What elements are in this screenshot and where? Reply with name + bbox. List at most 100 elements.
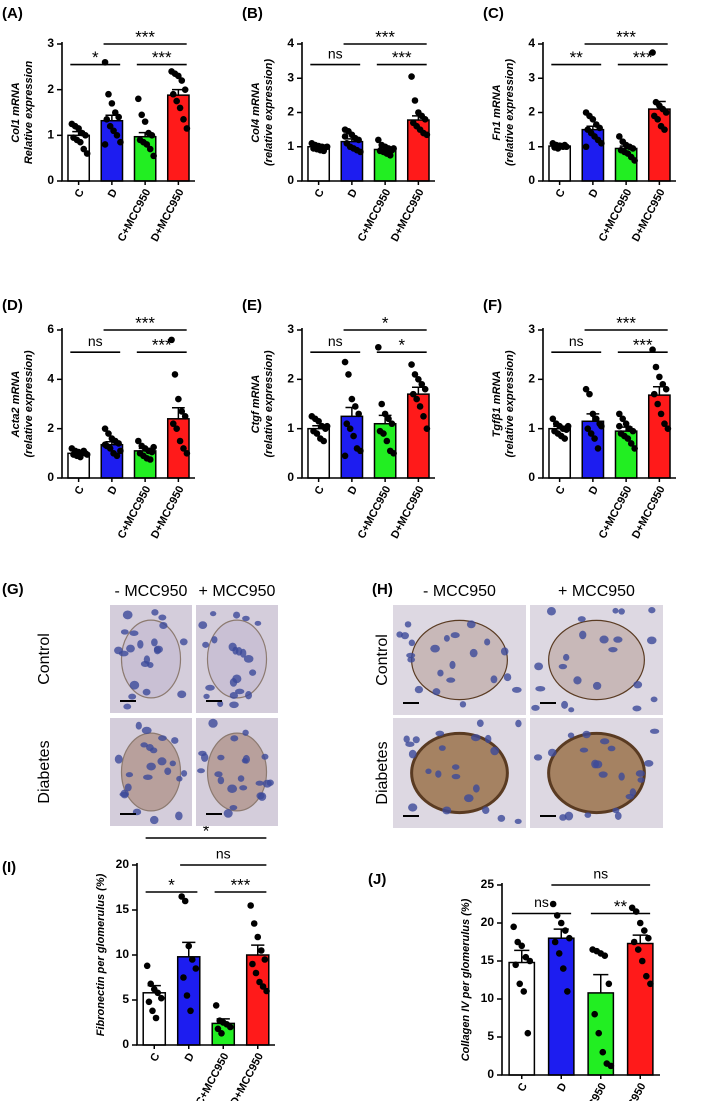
y-axis-label: Tgfβ1 mRNA [491,371,503,438]
significance-label: *** [633,336,653,355]
nucleus [176,775,183,782]
data-point [423,131,431,139]
data-point [551,938,559,946]
nucleus [217,776,225,785]
data-point [591,435,598,442]
nucleus [202,641,210,648]
x-tick-label: C+MCC950 [597,484,635,541]
nucleus [476,719,484,728]
data-point [101,441,109,449]
data-point [145,998,153,1006]
y-axis-label: Ctgf mRNA [250,375,262,434]
nucleus [646,636,657,645]
y-tick-label: 3 [287,322,294,336]
data-point [183,450,191,457]
data-point [591,1010,598,1018]
data-point [218,1030,225,1037]
nucleus [217,700,224,707]
panel-label: (F) [483,297,502,314]
data-point [582,385,590,393]
data-point [388,420,396,428]
nucleus [203,693,210,699]
data-point [80,145,88,153]
data-point [152,1014,160,1022]
nucleus [137,639,144,649]
data-point [169,90,177,98]
error-bar [171,406,185,419]
data-point [619,415,627,423]
data-point [261,956,269,963]
nucleus [459,701,467,708]
data-point [188,956,196,963]
nucleus [466,620,476,629]
nucleus [599,738,610,745]
x-tick-label: D [106,484,120,497]
data-point [178,893,185,900]
data-point [643,972,650,980]
nucleus [613,636,623,643]
panel-label: (A) [2,5,23,22]
nucleus [564,811,574,821]
data-point [616,410,623,418]
data-point [652,363,660,371]
micrograph [393,718,526,828]
data-point [138,111,146,119]
nucleus [446,677,456,683]
data-point [101,425,109,432]
axes [301,328,435,479]
data-point [549,415,557,423]
x-tick-label: C+MCC950 [571,1081,609,1101]
data-point [214,1025,222,1033]
axes [136,863,275,1046]
data-point [561,141,569,149]
nucleus [123,703,132,710]
x-tick-label: C+MCC950 [356,187,394,244]
nucleus [650,696,658,703]
nucleus [234,688,245,695]
nucleus [243,655,254,663]
y-axis-label: (relative expression) [263,350,275,457]
nucleus [558,663,568,670]
nucleus [257,792,267,801]
data-point [631,445,638,452]
nucleus [484,734,492,744]
nucleus [135,721,142,730]
y-tick-label: 2 [47,421,54,435]
nucleus [179,638,188,646]
data-point [390,450,397,457]
data-point [584,425,592,432]
data-point [346,425,354,432]
bar [548,145,572,182]
nucleus [400,632,409,640]
nucleus [407,656,416,663]
data-point [561,927,569,934]
significance-label: *** [375,27,395,46]
data-point [143,962,151,970]
nucleus [239,785,248,791]
y-tick-label: 10 [116,947,130,961]
data-point [117,138,124,146]
data-point [607,1062,615,1070]
x-tick-label: C [313,187,327,200]
error-bar [514,949,530,963]
nucleus [208,718,218,728]
data-point [154,989,162,997]
data-point [557,919,565,927]
nucleus [546,607,556,616]
nucleus [425,768,432,775]
x-tick-label: D [106,187,120,200]
y-axis-label: Fn1 mRNA [491,84,503,140]
micrograph [110,718,192,826]
nucleus [438,745,446,751]
significance-label: * [382,313,389,332]
y-tick-label: 2 [528,105,535,119]
nucleus [261,753,269,760]
row-label: Control [36,633,53,685]
y-tick-label: 6 [47,322,54,336]
micrograph [530,718,663,828]
glomerulus [206,732,268,812]
data-point [254,933,262,941]
data-point [564,422,572,430]
significance-label: ** [570,48,584,67]
nucleus [214,771,223,778]
